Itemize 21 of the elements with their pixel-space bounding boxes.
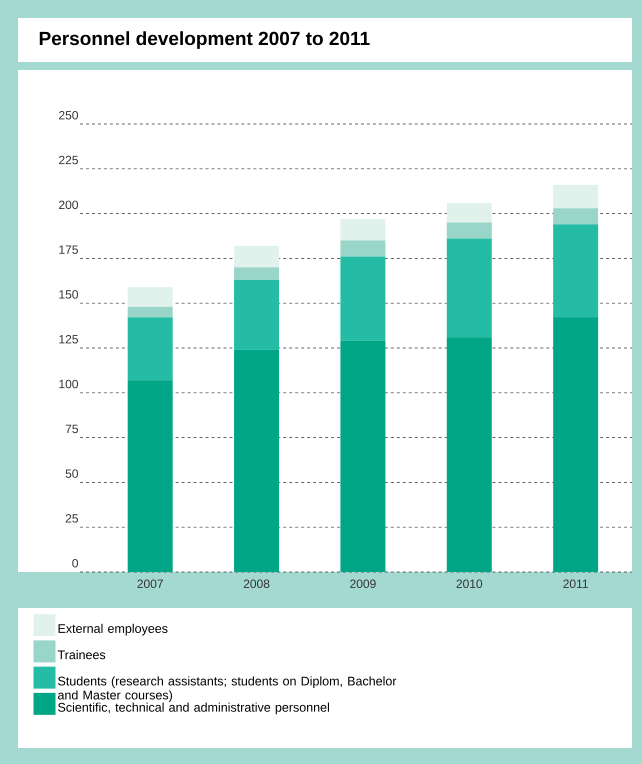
legend-label: Scientific, technical and administrative personnel (58, 702, 329, 714)
x-tick-label: 2010 (456, 580, 482, 588)
legend-label: Students (research assistants; students on Diplom, Bachelor and Master courses) (58, 676, 396, 702)
y-tick-label: 125 (59, 334, 78, 344)
chart-title: Personnel development 2007 to 2011 (40, 31, 370, 49)
y-tick-label: 0 (72, 558, 78, 568)
y-tick-label: 250 (59, 110, 78, 120)
x-tick-label: 2009 (350, 580, 376, 588)
y-tick-label: 100 (59, 380, 78, 388)
y-tick-label: 150 (59, 290, 78, 299)
y-tick-label: 25 (66, 514, 78, 523)
y-tick-label: 75 (66, 424, 78, 434)
y-tick-label: 225 (59, 156, 78, 164)
y-tick-label: 175 (59, 246, 78, 254)
x-tick-label: 2011 (563, 580, 588, 588)
x-tick-label: 2007 (137, 580, 163, 588)
y-tick-label: 200 (59, 200, 78, 210)
legend-label: External employees (58, 624, 168, 636)
legend-label: Trainees (58, 650, 106, 660)
x-tick-label: 2008 (244, 580, 270, 588)
y-tick-label: 50 (66, 469, 78, 478)
